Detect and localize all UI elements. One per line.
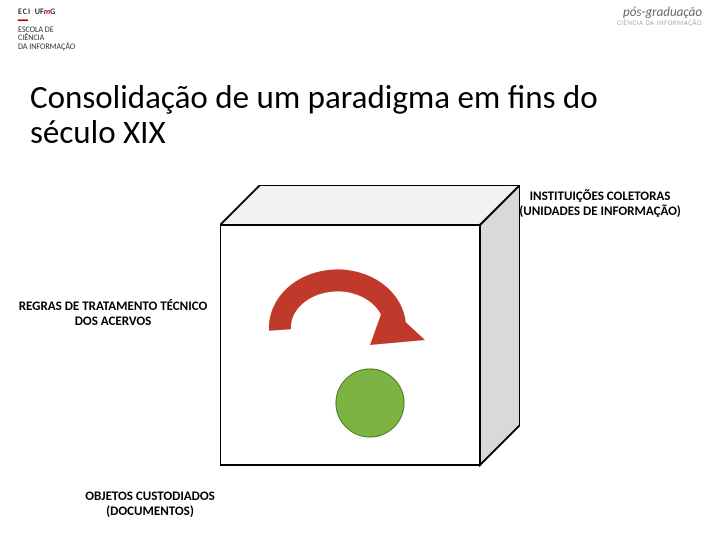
cube-side-face — [480, 185, 520, 465]
logo-right-line2: CIÊNCIA DA INFORMAÇÃO — [617, 19, 702, 26]
label-objects: OBJETOS CUSTODIADOS (DOCUMENTOS) — [55, 490, 245, 520]
logo-left: ECI UFmG ━━ ESCOLA DE CIÊNCIA DA INFORMA… — [18, 8, 75, 52]
logo-left-sub3: DA INFORMAÇÃO — [18, 43, 75, 52]
slide-root: ECI UFmG ━━ ESCOLA DE CIÊNCIA DA INFORMA… — [0, 0, 720, 540]
label-institutions: INSTITUIÇÕES COLETORAS (UNIDADES DE INFO… — [510, 190, 690, 220]
logo-ufmg: UFmG — [35, 7, 55, 17]
cube-diagram — [220, 185, 500, 465]
document-circle — [336, 369, 404, 437]
logo-right: pós-graduação CIÊNCIA DA INFORMAÇÃO — [617, 6, 702, 26]
cube-top-face — [220, 185, 520, 225]
cube-svg — [220, 185, 520, 485]
page-title: Consolidação de um paradigma em fins do … — [30, 80, 690, 149]
label-rules: REGRAS DE TRATAMENTO TÉCNICO DOS ACERVOS — [18, 300, 208, 330]
